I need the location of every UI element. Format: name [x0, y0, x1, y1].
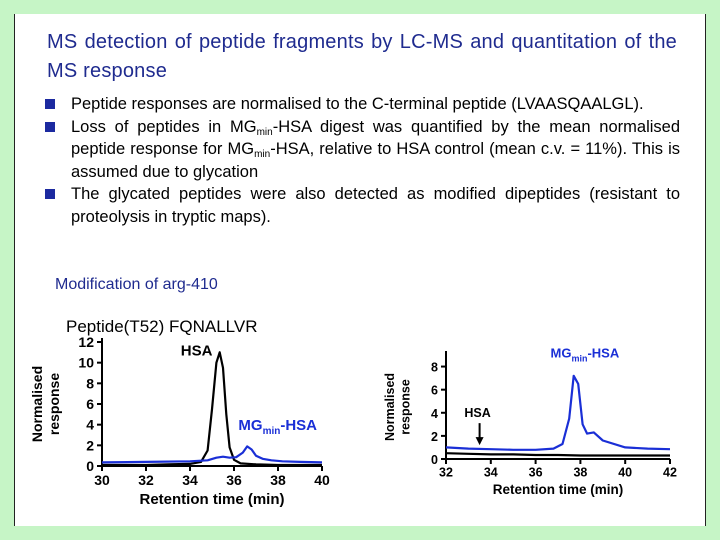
arrow-down-icon — [475, 437, 484, 446]
bullet-text-post: -HSA, relative to HSA control (mean c.v.… — [71, 140, 680, 181]
y-tick-label: 10 — [78, 355, 94, 371]
x-tick-label: 40 — [314, 472, 330, 488]
x-tick-label: 36 — [226, 472, 242, 488]
y-axis-label-line: Normalised — [383, 373, 397, 441]
bullet-item: Peptide responses are normalised to the … — [44, 93, 680, 116]
y-tick-label: 0 — [431, 453, 438, 467]
bullet-list: Peptide responses are normalised to the … — [44, 93, 680, 228]
bullet-item: Loss of peptides in MGmin-HSA digest was… — [44, 116, 680, 184]
series-label-sub: min — [263, 426, 281, 437]
square-bullet-icon — [45, 99, 55, 109]
y-axis-label-line: response — [399, 379, 413, 435]
x-tick-label: 30 — [94, 472, 110, 488]
x-tick-label: 38 — [270, 472, 286, 488]
peptide-caption: Peptide(T52) FQNALLVR — [66, 317, 258, 336]
series-label-main: MG — [238, 417, 262, 434]
y-tick-label: 2 — [431, 430, 438, 444]
bullet-text-mid: -HSA digest was quantified by the mean n… — [71, 117, 680, 159]
y-tick-label: 6 — [431, 384, 438, 398]
bullet-item: The glycated peptides were also detected… — [44, 183, 680, 228]
series-line-mgmin-hsa — [445, 374, 671, 451]
subscript: min — [256, 126, 273, 138]
chromatogram-left: 0 2 4 6 8 10 12 30 32 34 36 38 40 Retention time (min… — [29, 334, 330, 508]
slide-panel — [14, 14, 706, 526]
x-tick-label: 32 — [439, 466, 453, 480]
series-label-hsa: HSA — [181, 342, 213, 359]
y-tick-label: 2 — [86, 437, 94, 453]
x-tick-label: 36 — [529, 466, 543, 480]
y-tick-label: 12 — [78, 334, 94, 350]
x-tick-label: 32 — [138, 472, 154, 488]
x-tick-label: 42 — [663, 466, 677, 480]
y-axis-label-line: response — [46, 373, 62, 435]
x-axis-label: Retention time (min) — [493, 482, 624, 497]
y-tick-label: 8 — [86, 375, 94, 391]
y-axis-label: Normalisedresponse — [29, 366, 62, 442]
subscript: min — [254, 149, 271, 160]
series-label-post: -HSA — [280, 417, 317, 434]
x-tick-label: 40 — [618, 466, 632, 480]
y-tick-label: 4 — [86, 417, 94, 433]
y-tick-label: 8 — [431, 361, 438, 375]
x-axis-label: Retention time (min) — [140, 491, 285, 508]
series-line-hsa — [102, 351, 322, 467]
square-bullet-icon — [45, 189, 55, 199]
x-tick-label: 34 — [182, 472, 198, 488]
y-tick-label: 0 — [86, 458, 94, 474]
series-label-mgmin-hsa: MGmin-HSA — [238, 417, 317, 437]
bullet-text: The glycated peptides were also detected… — [71, 185, 680, 226]
y-axis-label-line: Normalised — [29, 366, 45, 442]
square-bullet-icon — [45, 121, 55, 132]
slide-title: MS detection of peptide fragments by LC-… — [47, 31, 677, 82]
modification-caption: Modification of arg-410 — [55, 276, 218, 293]
chromatogram-right: 0 2 4 6 8 32 34 36 38 40 42 Retention time (min) Nor… — [383, 345, 677, 497]
series-label-mgmin-hsa: MGmin-HSA — [551, 345, 620, 363]
series-line-mgmin-hsa — [101, 445, 323, 464]
y-tick-label: 6 — [86, 396, 94, 412]
annotation-label-hsa: HSA — [464, 406, 490, 420]
x-tick-label: 38 — [573, 466, 587, 480]
bullet-text: Peptide responses are normalised to the … — [71, 95, 644, 113]
series-label-main: MG — [551, 345, 572, 360]
series-line-hsa — [445, 452, 670, 457]
bullet-text-pre: Loss of peptides in MG — [71, 117, 257, 136]
series-label-post: -HSA — [587, 345, 619, 360]
series-label-sub: min — [571, 353, 587, 363]
x-tick-label: 34 — [484, 466, 498, 480]
y-tick-label: 4 — [431, 407, 438, 421]
